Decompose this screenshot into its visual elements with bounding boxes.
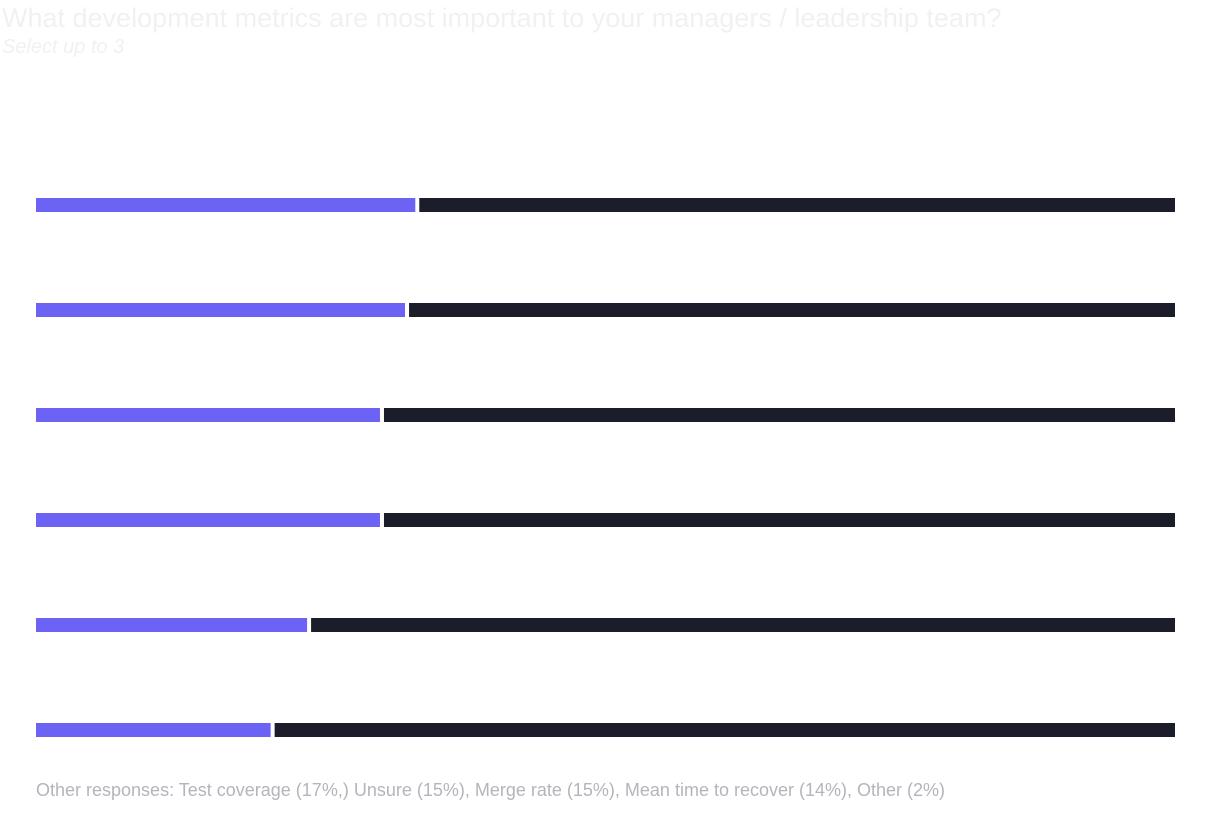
bar-share-5 — [36, 618, 308, 632]
bar-remainder-6 — [274, 723, 1175, 737]
bar-remainder-1 — [419, 198, 1175, 212]
bar-remainder-2 — [409, 303, 1175, 317]
bar-share-2 — [36, 303, 406, 317]
bar-share-4 — [36, 513, 380, 527]
bar-remainder-4 — [383, 513, 1175, 527]
bar-share-3 — [36, 408, 380, 422]
bar-remainder-5 — [311, 618, 1175, 632]
bar-share-1 — [36, 198, 416, 212]
bar-share-6 — [36, 723, 271, 737]
chart-title: What development metrics are most import… — [2, 3, 1002, 33]
bar-remainder-3 — [383, 408, 1175, 422]
chart-subtitle: Select up to 3 — [2, 36, 125, 58]
other-responses-note: Other responses: Test coverage (17%,) Un… — [36, 780, 946, 800]
